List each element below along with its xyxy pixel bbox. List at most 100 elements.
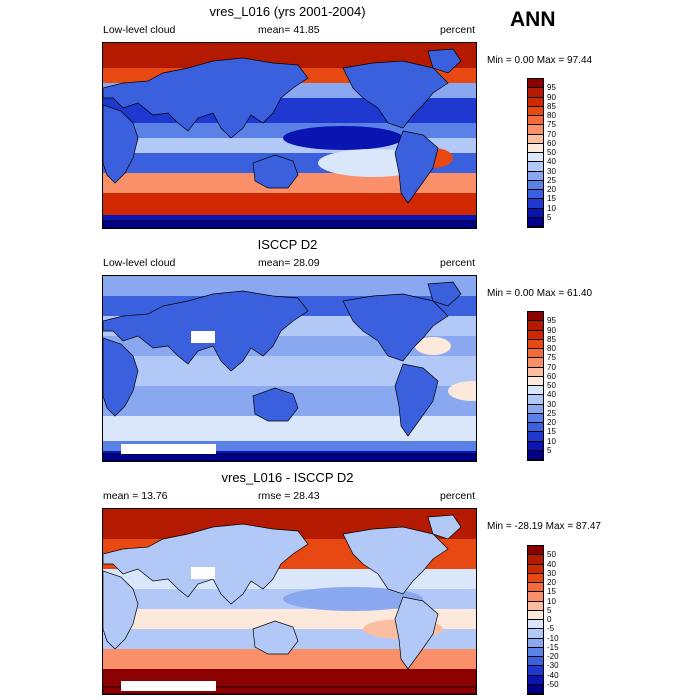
colorbar-segment [528,321,543,331]
colorbar-tick-label: 40 [547,559,556,569]
colorbar-segment [528,386,543,396]
panel-units-label: percent [440,257,476,269]
colorbar-segment [528,573,543,583]
colorbar-tick-label: -15 [547,642,559,652]
colorbar-tick-label: 85 [547,334,556,344]
continent-outline [427,281,462,307]
colorbar-segment [528,592,543,602]
field-band [103,441,476,451]
continent-outline [342,293,449,362]
field-blob [283,126,403,150]
colorbar-segment [528,217,543,227]
colorbar-tick-label: 10 [547,596,556,606]
field-blob [415,337,451,355]
colorbar-tick-label: 70 [547,129,556,139]
continent-outline [103,337,139,417]
missing-data-patch [191,567,215,579]
colorbar-tick-label: 0 [547,615,552,624]
map-diff-svg [103,509,476,694]
colorbar-model: 95 90 85 80 75 70 60 50 40 30 25 20 15 10 5 [527,78,556,228]
field-band [103,649,476,669]
continent-outline [103,220,476,228]
colorbar-segment [528,620,543,630]
colorbar-tick-label: 10 [547,436,556,446]
continent-outline [103,453,476,461]
colorbar-tick-label: 50 [547,381,556,390]
colorbar-segment [528,180,543,190]
colorbar-tick-label: 15 [547,587,556,597]
minmax-label: Min = 0.00 Max = 97.44 [487,55,593,66]
colorbar-obs: 95 90 85 80 75 70 60 50 40 30 25 20 15 10 5 [527,311,556,461]
map-obs [102,275,477,462]
colorbar-tick-label: -5 [547,624,555,634]
panel-left-label: Low-level cloud [103,24,176,36]
colorbar-tick-label: 80 [547,111,556,120]
colorbar-segment [528,88,543,98]
colorbar-tick-label: -20 [547,652,559,661]
continent-outline [342,526,449,595]
colorbar-segment [528,143,543,153]
colorbar-tick-label: 70 [547,362,556,372]
continent-outline [103,104,139,184]
map-model [102,42,477,229]
colorbar-segment [528,395,543,405]
continent-outline [103,57,309,139]
continent-outline [103,570,139,650]
colorbar-tick-label: 95 [547,83,556,93]
minmax-label: Min = 0.00 Max = 61.40 [487,288,593,299]
colorbar-segment [528,199,543,209]
map-model-svg [103,43,476,228]
colorbar-tick-label: 85 [547,101,556,111]
minmax-label: Min = -28.19 Max = 87.47 [487,521,601,532]
colorbar-segment [528,583,543,593]
colorbar-tick-label: 25 [547,408,556,418]
colorbar-tick-label: -50 [547,679,559,689]
colorbar-segment [528,629,543,639]
colorbar-tick-label: 50 [547,550,556,560]
panel-title: vres_L016 - ISCCP D2 [221,470,354,485]
colorbar-segment [528,79,543,89]
colorbar-segment [528,423,543,433]
colorbar-tick-label: 75 [547,120,556,130]
colorbar-tick-label: 25 [547,175,556,185]
continent-outline [394,130,439,204]
continent-outline [103,523,309,605]
colorbar-tick-label: -10 [547,633,559,643]
colorbar-diff: 50 40 30 20 15 10 5 0 -5 -10 -15 -20 -30 -40 -50 [527,545,559,695]
colorbar-segment [528,106,543,116]
colorbar-segment [528,376,543,386]
colorbar-segment [528,684,543,694]
colorbar-segment [528,441,543,451]
field-blob [448,381,476,401]
colorbar-segment [528,601,543,611]
field-band [103,193,476,215]
map-obs-svg [103,276,476,461]
colorbar-segment [528,610,543,620]
missing-data-patch [121,444,216,454]
colorbar-tick-label: 75 [547,353,556,363]
colorbar-segment [528,153,543,163]
colorbar-segment [528,190,543,200]
colorbar-tick-label: 15 [547,427,556,437]
colorbar-tick-label: 20 [547,185,556,194]
colorbar-tick-label: 5 [547,605,552,615]
colorbar-segment [528,647,543,657]
colorbar-segment [528,330,543,340]
panel-center-label: rmse = 28.43 [258,490,320,502]
colorbar-segment [528,339,543,349]
panel-title: ISCCP D2 [257,237,318,252]
panel-left-label: Low-level cloud [103,257,176,269]
colorbar-tick-label: 60 [547,371,556,381]
colorbar-segment [528,666,543,676]
continent-outline [252,387,299,422]
colorbar-segment [528,657,543,667]
panel-title: vres_L016 (yrs 2001-2004) [209,4,366,19]
colorbar-segment [528,134,543,144]
panel-units-label: percent [440,490,476,502]
missing-data-patch [121,681,216,691]
colorbar-segment [528,404,543,414]
colorbar-segment [528,97,543,107]
colorbar-segment [528,171,543,181]
colorbar-segment [528,349,543,359]
colorbar-tick-label: 10 [547,203,556,213]
